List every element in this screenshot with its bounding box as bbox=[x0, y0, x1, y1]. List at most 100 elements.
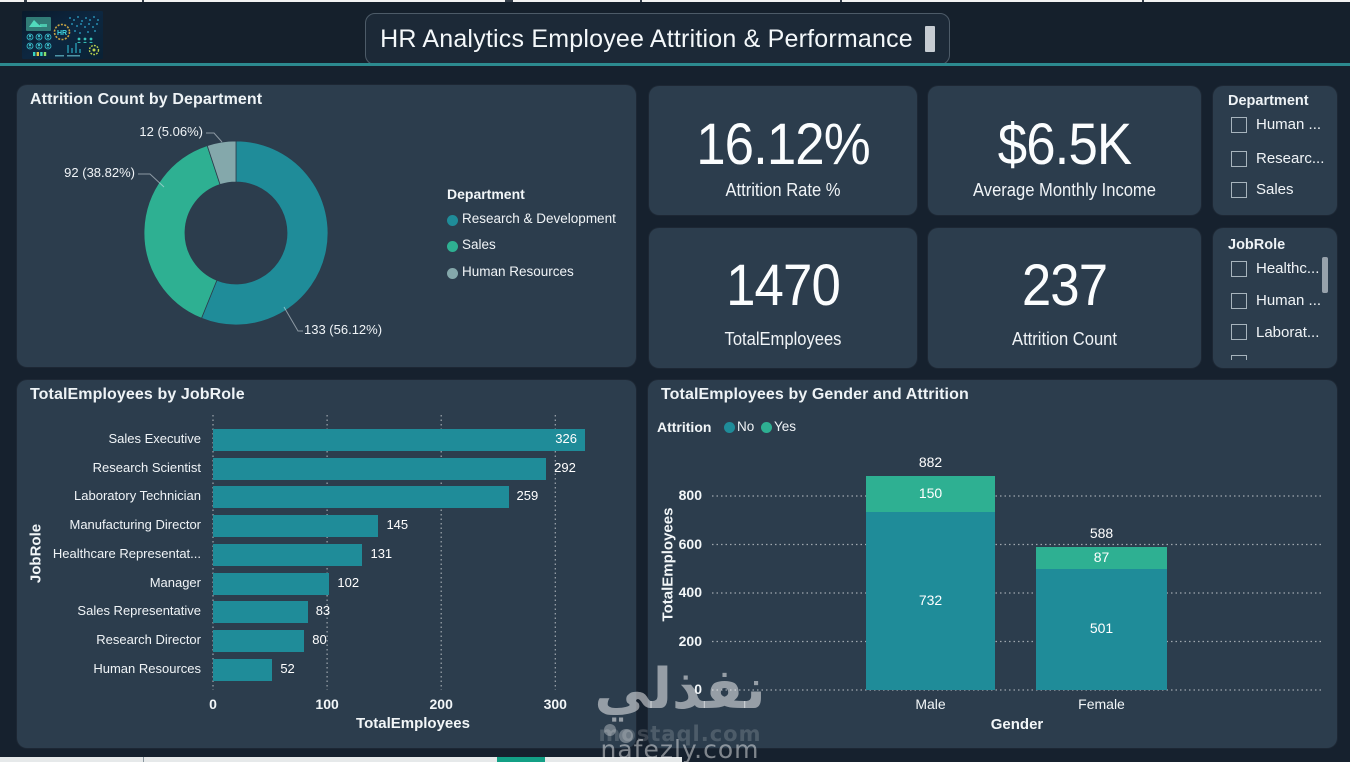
y-tick-label: 600 bbox=[678, 535, 702, 552]
donut-label-leader-line bbox=[138, 173, 165, 188]
bar-value-label: 102 bbox=[337, 574, 360, 590]
kpi-label: Attrition Count bbox=[1012, 329, 1117, 349]
bottom-strip-divider bbox=[143, 757, 144, 762]
column-category-label: Female bbox=[1078, 696, 1125, 712]
bar-category-label: Manager bbox=[149, 574, 201, 590]
kpi-label: Attrition Rate % bbox=[725, 180, 841, 200]
kpi-value: 1470 bbox=[726, 253, 841, 318]
slicer-items-viewport: Healthc... Human ... Laborat... bbox=[1213, 228, 1337, 360]
slicer-card-jobrole: JobRole Healthc... Human ... Laborat... bbox=[1213, 228, 1337, 368]
logo-image: HR bbox=[22, 11, 103, 59]
column-segment-female-no[interactable] bbox=[1036, 568, 1167, 690]
legend-dot-human-resources bbox=[447, 267, 458, 279]
checkbox-icon[interactable] bbox=[1231, 324, 1247, 340]
slicer-item-human-[interactable]: Human ... bbox=[1231, 116, 1321, 133]
top-edge-tick bbox=[24, 0, 27, 2]
bar-category-label: Manufacturing Director bbox=[69, 517, 202, 533]
bar-category-label: Research Scientist bbox=[92, 459, 201, 475]
column-chart-plot-area: No Yes 0 200 400 600 800 732 150 882 Male 501 87 588 F… bbox=[648, 380, 1337, 748]
report-title: HR Analytics Employee Attrition & Perfor… bbox=[380, 24, 913, 53]
legend-item-human-resources[interactable]: Human Resources bbox=[462, 264, 574, 279]
donut-label-leader-line bbox=[283, 306, 303, 332]
checkbox-icon[interactable] bbox=[1231, 150, 1247, 167]
column-segment-female-yes[interactable] bbox=[1036, 547, 1167, 569]
column-segment-male-yes[interactable] bbox=[866, 476, 995, 513]
kpi-card-average-monthly-income: $6.5K Average Monthly Income bbox=[928, 86, 1201, 215]
legend-item-research-development[interactable]: Research & Development bbox=[462, 211, 616, 226]
top-edge-tick bbox=[640, 0, 642, 2]
donut-label-leader-line bbox=[206, 132, 223, 143]
checkbox-icon[interactable] bbox=[1231, 355, 1247, 360]
segment-value-label: 501 bbox=[1089, 620, 1114, 637]
header-accent-line bbox=[0, 63, 1350, 66]
legend-dot-sales bbox=[447, 240, 458, 252]
slicer-item-label: Sales bbox=[1256, 181, 1294, 198]
slicer-item-sales[interactable]: Sales bbox=[1231, 181, 1294, 198]
kpi-label: TotalEmployees bbox=[724, 329, 842, 349]
legend-dot-no bbox=[724, 421, 735, 433]
chart-title: TotalEmployees by JobRole bbox=[30, 386, 245, 403]
donut-legend: Department Research & Development Sales Hu… bbox=[17, 85, 636, 367]
bar-manager[interactable] bbox=[213, 572, 330, 595]
slicer-item-label: Researc... bbox=[1256, 150, 1325, 167]
slicer-card-department: Department Human ... Researc... Sales bbox=[1213, 86, 1337, 215]
checkbox-icon[interactable] bbox=[1231, 181, 1247, 198]
checkbox-icon[interactable] bbox=[1231, 292, 1247, 309]
checkbox-icon[interactable] bbox=[1231, 116, 1247, 133]
report-title-box: HR Analytics Employee Attrition & Perfor… bbox=[365, 13, 950, 65]
slicer-item-label: Human ... bbox=[1256, 116, 1322, 133]
donut-slice-sales[interactable] bbox=[143, 145, 221, 319]
slicer-item-human-[interactable]: Human ... bbox=[1231, 292, 1321, 309]
bar-manufacturing-director[interactable] bbox=[213, 515, 379, 538]
top-edge-tick bbox=[1142, 0, 1144, 2]
y-axis-title: TotalEmployees bbox=[659, 507, 677, 622]
legend-item-yes[interactable]: Yes bbox=[774, 419, 797, 434]
slicer-item-researc-[interactable]: Researc... bbox=[1231, 150, 1324, 167]
bar-research-director[interactable] bbox=[213, 629, 305, 652]
slicer-item-partial[interactable] bbox=[1231, 355, 1256, 360]
x-tick-label: 300 bbox=[543, 696, 567, 712]
bar-category-label: Research Director bbox=[96, 631, 201, 647]
y-tick-label: 400 bbox=[678, 584, 702, 600]
legend-dot-research-development bbox=[447, 214, 458, 226]
legend-dot-yes bbox=[761, 421, 772, 433]
slicer-item-healthc-[interactable]: Healthc... bbox=[1231, 260, 1319, 277]
kpi-card-totalemployees: 1470 TotalEmployees bbox=[649, 228, 917, 368]
bar-sales-representative[interactable] bbox=[213, 601, 308, 624]
kpi-label: Average Monthly Income bbox=[973, 180, 1156, 200]
x-tick-label: 0 bbox=[209, 696, 217, 712]
top-edge-tick bbox=[840, 0, 842, 2]
column-segment-male-no[interactable] bbox=[866, 512, 995, 690]
scrollbar-thumb[interactable] bbox=[1322, 257, 1328, 293]
chart-title: TotalEmployees by Gender and Attrition bbox=[661, 386, 969, 403]
kpi-value: 237 bbox=[1021, 253, 1108, 318]
slicer-item-laborat-[interactable]: Laborat... bbox=[1231, 324, 1319, 341]
donut-slice-human-resources[interactable] bbox=[206, 140, 237, 186]
bar-value-label: 292 bbox=[554, 459, 576, 475]
legend-item-no[interactable]: No bbox=[737, 419, 755, 434]
column-total-label: 882 bbox=[918, 454, 943, 471]
bar-sales-executive[interactable] bbox=[213, 429, 585, 451]
bar-human-resources[interactable] bbox=[213, 658, 273, 681]
bar-category-label: Healthcare Representat... bbox=[52, 545, 201, 561]
checkbox-icon[interactable] bbox=[1231, 260, 1247, 277]
title-cursor-bar bbox=[924, 26, 935, 52]
header-bar: HR bbox=[0, 2, 1350, 65]
card-attrition-by-department: Attrition Count by Department 12 (5.06%)… bbox=[17, 85, 636, 367]
donut-slice-research-development[interactable] bbox=[200, 140, 329, 326]
y-tick-label: 800 bbox=[678, 487, 702, 503]
top-edge-tick bbox=[142, 0, 144, 2]
bar-value-label: 83 bbox=[315, 603, 331, 619]
bottom-edge-strip bbox=[0, 757, 682, 762]
kpi-card-attrition-rate-: 16.12% Attrition Rate % bbox=[649, 86, 917, 215]
segment-value-label: 732 bbox=[918, 592, 943, 609]
bar-research-scientist[interactable] bbox=[213, 457, 547, 480]
slicer-item-label: Human ... bbox=[1256, 292, 1322, 309]
bar-healthcare-representat-[interactable] bbox=[213, 543, 363, 566]
slicer-title-jobrole: JobRole bbox=[1228, 237, 1286, 253]
bar-laboratory-technician[interactable] bbox=[213, 486, 509, 509]
legend-item-sales[interactable]: Sales bbox=[462, 237, 496, 252]
segment-value-label: 150 bbox=[918, 485, 943, 502]
donut-chart bbox=[138, 132, 329, 332]
